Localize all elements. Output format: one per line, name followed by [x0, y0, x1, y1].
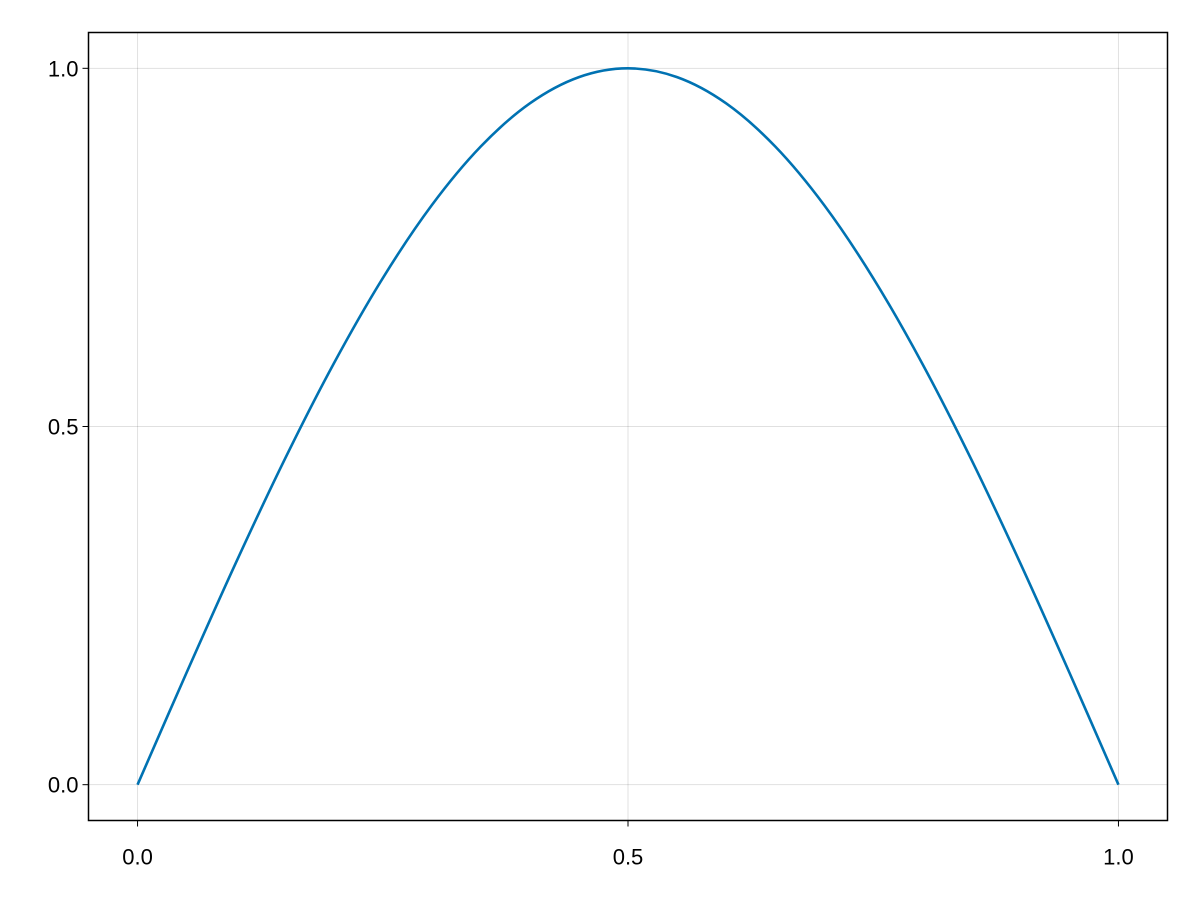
x-tick-label: 0.5 [613, 845, 644, 870]
grid [88, 32, 1168, 821]
ticks: 0.0 0.5 1.0 0.0 0.5 1.0 [48, 56, 1134, 869]
series-layer [136, 67, 1120, 786]
x-tick-label: 1.0 [1103, 845, 1134, 870]
x-tick-label: 0.0 [122, 845, 153, 870]
y-tick-label: 1.0 [48, 56, 79, 81]
y-tick-label: 0.0 [48, 773, 79, 798]
series-line [136, 67, 1120, 786]
y-tick-label: 0.5 [48, 415, 79, 440]
